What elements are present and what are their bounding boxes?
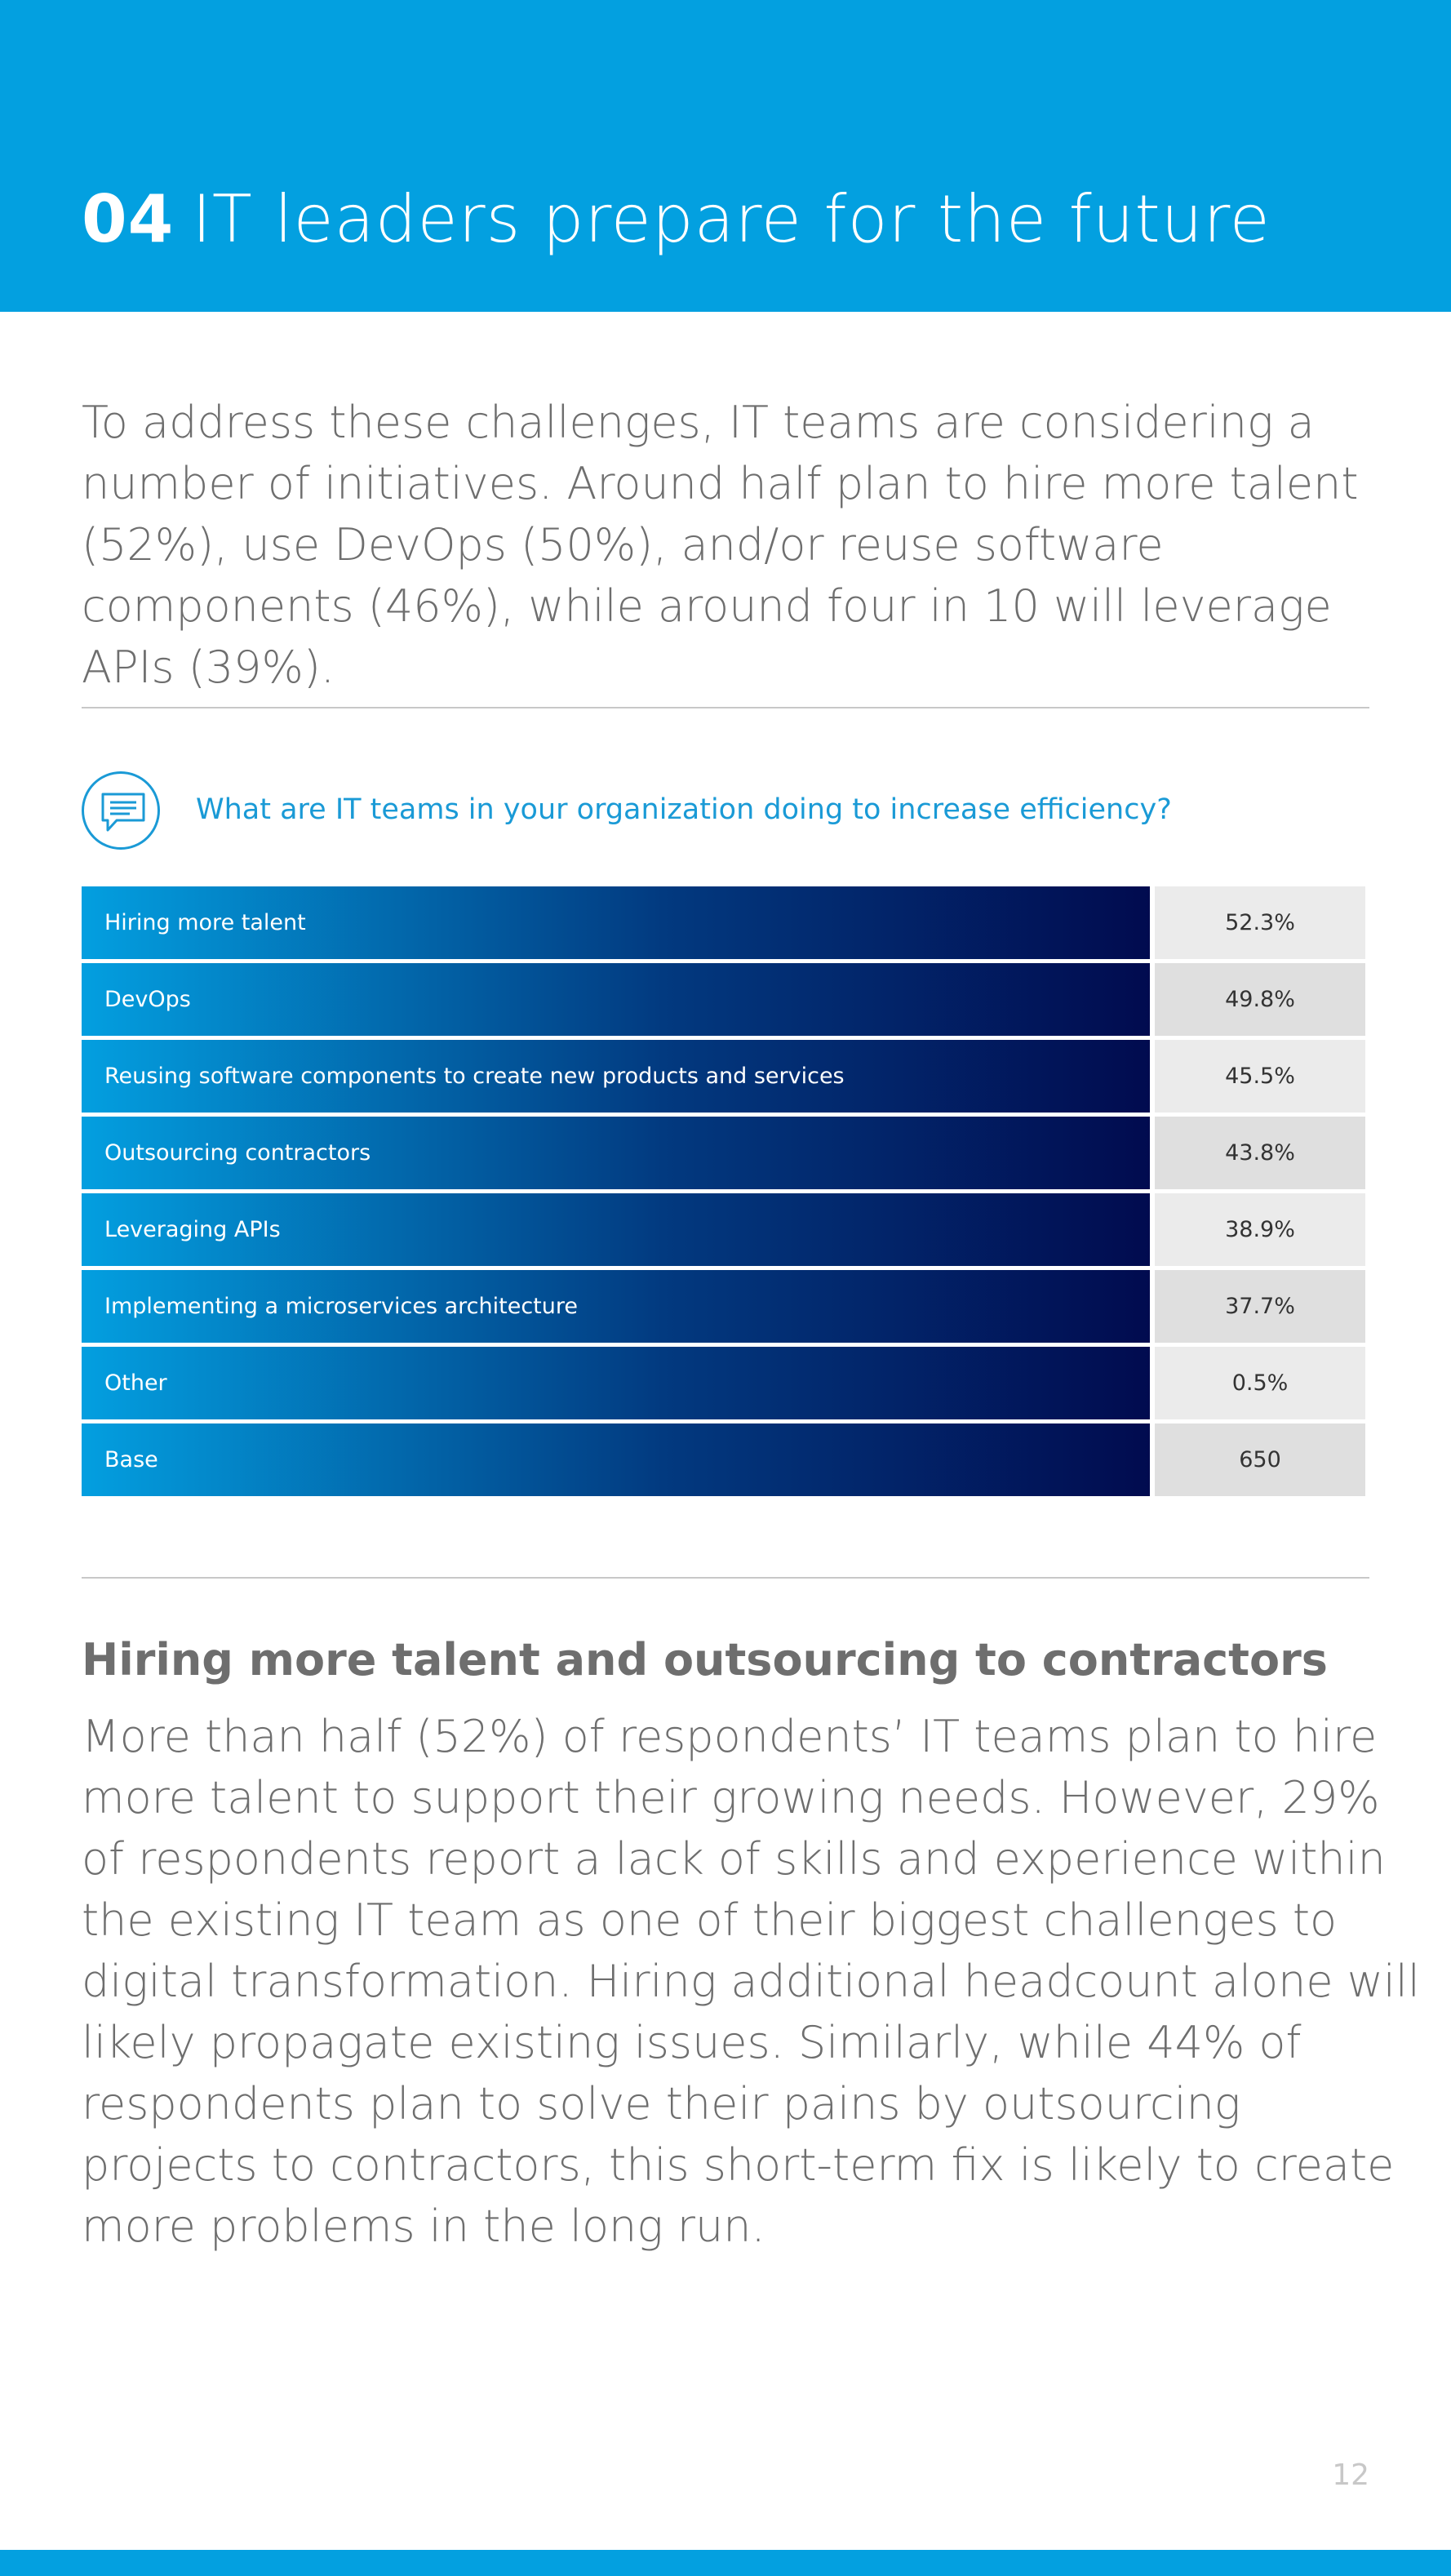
row-label: Implementing a microservices architectur… xyxy=(82,1270,1150,1343)
section-number: 04 xyxy=(82,181,175,257)
results-table: Hiring more talent 52.3% DevOps 49.8% Re… xyxy=(82,886,1365,1500)
survey-question: What are IT teams in your organization d… xyxy=(196,793,1172,826)
table-row: Implementing a microservices architectur… xyxy=(82,1270,1365,1343)
row-value: 49.8% xyxy=(1155,963,1365,1036)
speech-bubble-icon xyxy=(82,771,160,850)
row-label: Outsourcing contractors xyxy=(82,1117,1150,1189)
table-row: Reusing software components to create ne… xyxy=(82,1040,1365,1113)
page-number: 12 xyxy=(1332,2458,1369,2492)
section-title: IT leaders prepare for the future xyxy=(192,181,1271,257)
table-row: Hiring more talent 52.3% xyxy=(82,886,1365,959)
row-label: Hiring more talent xyxy=(82,886,1150,959)
section-heading: Hiring more talent and outsourcing to co… xyxy=(82,1634,1328,1686)
row-label: DevOps xyxy=(82,963,1150,1036)
page-footer-bar xyxy=(0,2550,1451,2576)
row-value: 650 xyxy=(1155,1423,1365,1496)
row-label: Other xyxy=(82,1347,1150,1419)
divider-bottom xyxy=(82,1577,1369,1579)
page-header: 04 IT leaders prepare for the future xyxy=(0,0,1451,312)
row-label: Reusing software components to create ne… xyxy=(82,1040,1150,1113)
row-value: 38.9% xyxy=(1155,1193,1365,1266)
intro-paragraph: To address these challenges, IT teams ar… xyxy=(82,397,1359,693)
row-value: 52.3% xyxy=(1155,886,1365,959)
row-value: 0.5% xyxy=(1155,1347,1365,1419)
section-body: More than half (52%) of respondents’ IT … xyxy=(82,1711,1420,2252)
table-row: Outsourcing contractors 43.8% xyxy=(82,1117,1365,1189)
divider-top xyxy=(82,707,1369,708)
table-row: DevOps 49.8% xyxy=(82,963,1365,1036)
row-value: 45.5% xyxy=(1155,1040,1365,1113)
row-value: 37.7% xyxy=(1155,1270,1365,1343)
table-row: Leveraging APIs 38.9% xyxy=(82,1193,1365,1266)
table-row: Other 0.5% xyxy=(82,1347,1365,1419)
page-title: 04 IT leaders prepare for the future xyxy=(82,181,1271,257)
row-value: 43.8% xyxy=(1155,1117,1365,1189)
table-row: Base 650 xyxy=(82,1423,1365,1496)
row-label: Leveraging APIs xyxy=(82,1193,1150,1266)
row-label: Base xyxy=(82,1423,1150,1496)
